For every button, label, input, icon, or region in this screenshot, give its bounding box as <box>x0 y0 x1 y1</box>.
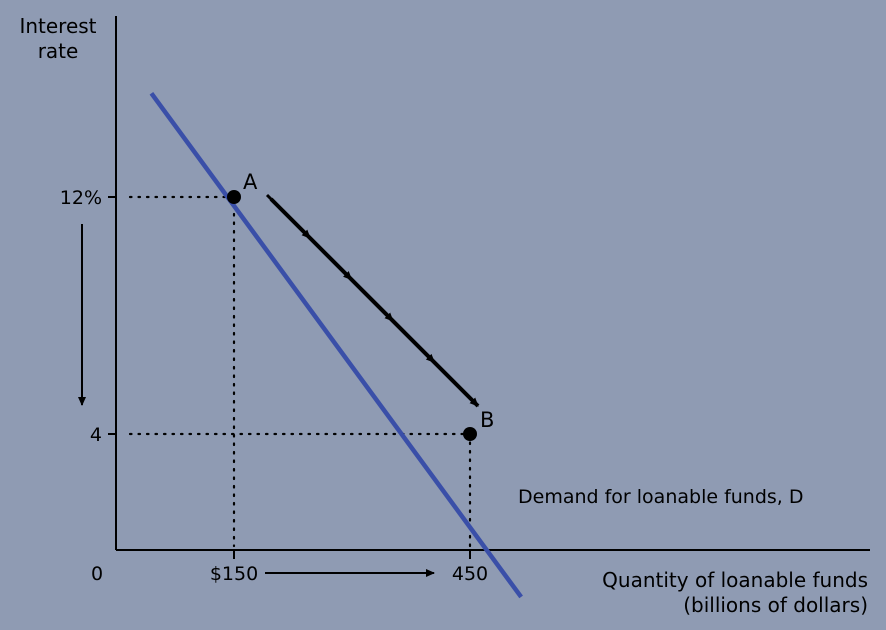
x-axis-label-line: Quantity of loanable funds <box>602 568 868 592</box>
movement-chevron <box>301 229 311 239</box>
guide-lines <box>128 195 472 548</box>
movement-chevron <box>343 271 353 281</box>
y-axis-label: Interest rate <box>19 14 96 63</box>
y-tick-label: 4 <box>90 424 102 446</box>
y-axis-label-line: Interest <box>19 14 96 38</box>
movement-chevron <box>425 353 436 364</box>
tick-group: 12% 4 $150 450 <box>60 187 488 585</box>
series-group: Demand for loanable funds, D <box>149 91 804 599</box>
x-axis-label-line: (billions of dollars) <box>683 593 868 617</box>
movement-arrow <box>269 197 480 408</box>
movement-arrow-start <box>265 193 277 205</box>
point-label-b: B <box>480 408 494 432</box>
y-axis-label-line: rate <box>38 39 79 63</box>
annotation-group <box>78 193 480 577</box>
movement-chevron <box>384 312 394 322</box>
demand-curve-label: Demand for loanable funds, D <box>518 486 804 508</box>
x-tick-label: $150 <box>210 563 258 585</box>
point-group: AB <box>227 170 494 441</box>
x-tick-label: 450 <box>452 563 488 585</box>
point-label-a: A <box>243 170 258 194</box>
x-axis-label: Quantity of loanable funds (billions of d… <box>602 568 868 617</box>
demand-curve <box>149 91 523 599</box>
y-tick-label: 12% <box>60 187 102 209</box>
point-b <box>463 427 477 441</box>
point-a <box>227 190 241 204</box>
origin-label: 0 <box>91 563 103 585</box>
